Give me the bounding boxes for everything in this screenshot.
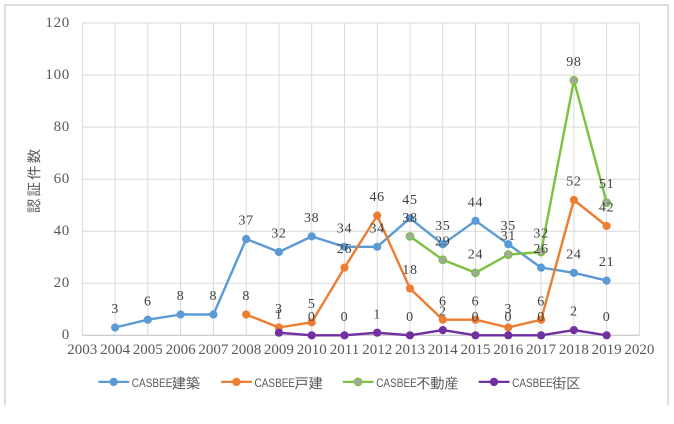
svg-text:2019: 2019 [592,342,622,358]
svg-text:52: 52 [566,175,581,190]
svg-text:37: 37 [238,214,253,229]
svg-text:34: 34 [337,221,352,236]
svg-text:38: 38 [402,211,417,226]
svg-text:2014: 2014 [428,342,459,358]
svg-text:1: 1 [373,307,381,322]
svg-text:2010: 2010 [297,342,327,358]
svg-text:3: 3 [275,302,283,317]
svg-text:29: 29 [435,234,450,249]
svg-text:0: 0 [341,310,349,325]
svg-text:42: 42 [599,201,614,216]
svg-text:0: 0 [406,310,414,325]
svg-text:2012: 2012 [362,342,392,358]
svg-text:2016: 2016 [493,342,524,358]
svg-text:2015: 2015 [461,342,491,358]
svg-text:31: 31 [501,229,516,244]
svg-text:2011: 2011 [330,342,359,358]
svg-text:2018: 2018 [559,342,589,358]
svg-text:0: 0 [472,310,480,325]
svg-text:98: 98 [566,55,581,70]
svg-text:CASBEE: CASBEE [512,376,553,390]
svg-text:6: 6 [472,294,480,309]
svg-text:35: 35 [501,219,516,234]
svg-text:21: 21 [599,255,614,270]
svg-text:0: 0 [537,310,545,325]
svg-text:2: 2 [570,305,578,320]
svg-text:80: 80 [54,119,70,135]
svg-text:44: 44 [468,195,483,210]
svg-text:45: 45 [402,193,417,208]
svg-text:26: 26 [337,242,352,257]
svg-text:0: 0 [504,310,512,325]
svg-text:CASBEE: CASBEE [132,376,173,390]
svg-text:CASBEE: CASBEE [376,376,417,390]
svg-text:3: 3 [111,302,119,317]
svg-text:35: 35 [435,219,450,234]
svg-text:3: 3 [504,302,512,317]
svg-text:2: 2 [439,305,447,320]
svg-text:6: 6 [144,294,152,309]
svg-text:32: 32 [533,227,548,242]
svg-text:38: 38 [304,211,319,226]
svg-text:6: 6 [439,294,447,309]
svg-text:26: 26 [533,242,548,257]
svg-text:8: 8 [210,289,218,304]
svg-text:2020: 2020 [624,342,654,358]
svg-text:CASBEE: CASBEE [255,376,296,390]
svg-text:6: 6 [537,294,545,309]
svg-text:20: 20 [54,275,70,291]
svg-text:2005: 2005 [133,342,163,358]
svg-text:120: 120 [45,15,70,31]
svg-text:34: 34 [369,221,384,236]
svg-text:100: 100 [45,67,70,83]
svg-text:0: 0 [62,327,70,343]
svg-text:32: 32 [271,227,286,242]
svg-text:24: 24 [468,247,483,262]
svg-text:46: 46 [369,190,384,205]
svg-text:18: 18 [402,263,417,278]
svg-text:2013: 2013 [395,342,425,358]
svg-text:0: 0 [603,310,611,325]
svg-text:40: 40 [54,223,70,239]
svg-text:0: 0 [308,310,316,325]
svg-text:8: 8 [177,289,185,304]
svg-text:1: 1 [275,307,283,322]
svg-text:5: 5 [308,297,316,312]
svg-text:2008: 2008 [231,342,261,358]
svg-text:8: 8 [242,289,250,304]
svg-text:2006: 2006 [166,342,197,358]
svg-text:60: 60 [54,171,70,187]
svg-text:2007: 2007 [198,342,229,358]
svg-text:2009: 2009 [264,342,294,358]
svg-text:2017: 2017 [526,342,557,358]
svg-text:2003: 2003 [67,342,97,358]
svg-text:24: 24 [566,247,581,262]
svg-text:51: 51 [599,177,614,192]
svg-text:2004: 2004 [100,342,131,358]
